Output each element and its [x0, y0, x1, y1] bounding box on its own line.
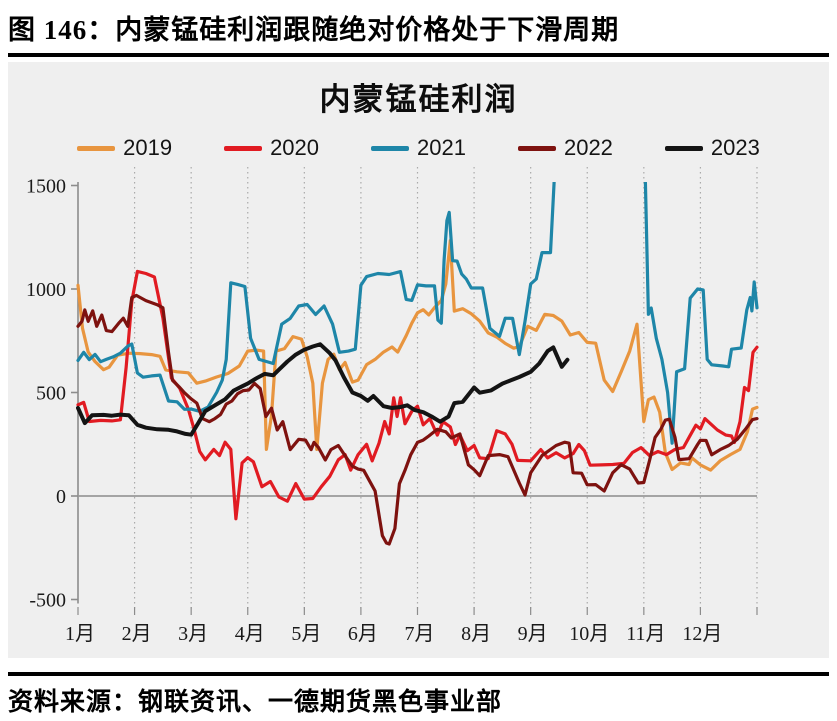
- chart-legend: 2019 2020 2021 2022 2023: [8, 134, 829, 162]
- series-line-2020: [76, 269, 759, 521]
- chart-panel: 1500 1000 500 0 -500 1月 2月 3月 4月 5月 6月 7月 8月 9月 10月 11月…: [8, 62, 829, 658]
- series-group: [76, 182, 759, 546]
- series-line-2021: [76, 182, 556, 413]
- legend-item-2021: 2021: [371, 135, 466, 161]
- series-line-2023: [76, 342, 570, 437]
- x-tick-label: 10月: [569, 623, 609, 645]
- x-tick-label: 2月: [122, 623, 152, 645]
- y-tick-label: -500: [29, 590, 66, 612]
- x-tick-label: 9月: [518, 623, 548, 645]
- y-tick-label: 1000: [26, 279, 66, 301]
- x-tick-label: 5月: [291, 623, 321, 645]
- legend-swatch-2021: [371, 145, 410, 151]
- x-tick-label: 12月: [682, 623, 722, 645]
- x-tick-label: 1月: [65, 623, 95, 645]
- legend-label-2020: 2020: [270, 135, 320, 160]
- source-note: 资料来源：钢联资讯、一德期货黑色事业部: [8, 689, 503, 716]
- chart-title: 内蒙锰硅利润: [319, 82, 518, 117]
- legend-label-2021: 2021: [417, 135, 466, 160]
- legend-swatch-2020: [224, 145, 263, 151]
- series-line-2021: [643, 182, 759, 445]
- legend-swatch-2022: [517, 145, 556, 151]
- x-tick-label: 6月: [348, 623, 378, 645]
- series-line-2022: [76, 293, 759, 546]
- x-tick-label: 7月: [404, 623, 434, 645]
- x-tick-label: 11月: [626, 623, 665, 645]
- legend-swatch-2023: [664, 145, 703, 151]
- y-tick-label: 500: [36, 383, 66, 405]
- series-line-2019: [76, 239, 759, 472]
- legend-item-2019: 2019: [77, 135, 172, 161]
- profit-line-chart: 1500 1000 500 0 -500 1月 2月 3月 4月 5月 6月 7月 8月 9月 10月 11月…: [26, 167, 759, 645]
- legend-item-2023: 2023: [664, 135, 760, 161]
- legend-item-2022: 2022: [517, 135, 613, 161]
- legend-label-2023: 2023: [710, 135, 760, 160]
- y-tick-label: 1500: [26, 176, 66, 198]
- x-tick-label: 3月: [178, 623, 208, 645]
- source-divider-rule: [8, 672, 829, 676]
- legend-label-2019: 2019: [123, 135, 173, 160]
- figure-title: 图 146：内蒙锰硅利润跟随绝对价格处于下滑周期: [8, 15, 620, 45]
- legend-item-2020: 2020: [224, 135, 319, 161]
- legend-swatch-2019: [77, 145, 116, 151]
- legend-label-2022: 2022: [563, 135, 613, 160]
- x-tick-label: 4月: [235, 623, 265, 645]
- x-tick-label: 8月: [461, 623, 491, 645]
- title-divider-rule: [8, 53, 829, 57]
- y-tick-label: 0: [56, 486, 66, 508]
